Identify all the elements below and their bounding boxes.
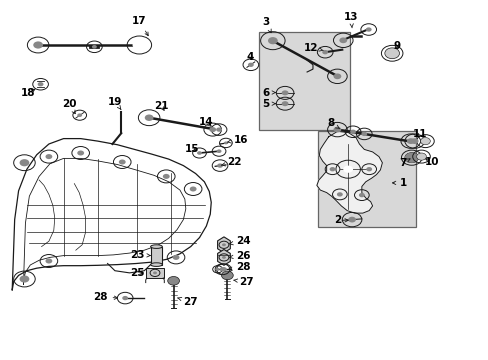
Circle shape [222, 256, 225, 259]
Circle shape [45, 258, 52, 264]
Circle shape [217, 163, 223, 168]
Circle shape [333, 73, 341, 79]
Text: 11: 11 [412, 129, 427, 139]
Circle shape [336, 192, 342, 197]
Text: 23: 23 [129, 250, 150, 260]
Bar [317, 131, 415, 227]
Circle shape [92, 45, 97, 49]
Circle shape [20, 159, 29, 166]
Text: 18: 18 [21, 88, 36, 98]
Bar [259, 32, 349, 130]
Ellipse shape [150, 263, 162, 266]
Circle shape [347, 217, 355, 222]
Circle shape [343, 166, 352, 173]
Circle shape [365, 27, 371, 32]
Circle shape [163, 174, 169, 179]
Text: 13: 13 [343, 12, 358, 28]
Circle shape [384, 48, 399, 59]
Circle shape [416, 153, 426, 160]
Circle shape [406, 138, 414, 144]
Text: 20: 20 [62, 99, 77, 114]
Text: 4: 4 [246, 51, 254, 62]
Circle shape [20, 275, 29, 283]
Circle shape [215, 268, 219, 271]
Circle shape [221, 267, 226, 271]
Circle shape [387, 50, 396, 57]
Circle shape [77, 150, 84, 156]
Text: 6: 6 [262, 87, 275, 98]
Text: 25: 25 [129, 268, 144, 278]
Polygon shape [217, 249, 230, 265]
Text: 28: 28 [93, 292, 117, 302]
Text: 5: 5 [262, 99, 275, 109]
Circle shape [189, 186, 196, 192]
Circle shape [33, 41, 43, 49]
Circle shape [144, 114, 153, 121]
Text: 9: 9 [393, 41, 400, 51]
Circle shape [224, 141, 227, 144]
Polygon shape [217, 237, 230, 253]
Circle shape [281, 101, 288, 106]
Circle shape [209, 127, 216, 132]
Text: 26: 26 [229, 251, 250, 261]
Circle shape [410, 138, 418, 144]
Circle shape [216, 127, 222, 132]
Text: 10: 10 [424, 157, 438, 167]
Text: 2: 2 [333, 215, 347, 225]
Text: 14: 14 [199, 117, 213, 127]
Circle shape [339, 37, 346, 43]
Circle shape [404, 153, 418, 163]
Circle shape [153, 271, 157, 274]
Text: 16: 16 [227, 135, 248, 145]
Bar [150, 247, 162, 265]
Text: 15: 15 [184, 144, 199, 154]
Circle shape [333, 127, 341, 132]
Circle shape [38, 82, 43, 86]
Polygon shape [316, 131, 382, 213]
Text: 7: 7 [399, 158, 409, 168]
Circle shape [197, 151, 202, 155]
Circle shape [132, 40, 146, 50]
Text: 3: 3 [262, 17, 271, 33]
Circle shape [134, 41, 144, 49]
Circle shape [45, 154, 52, 159]
Circle shape [358, 193, 364, 197]
Bar [145, 268, 164, 278]
Circle shape [172, 255, 179, 260]
Text: 17: 17 [132, 16, 148, 36]
Text: 28: 28 [228, 262, 250, 272]
Circle shape [216, 149, 221, 153]
Text: 22: 22 [221, 157, 242, 167]
Circle shape [167, 276, 179, 285]
Circle shape [281, 90, 288, 95]
Text: 8: 8 [327, 118, 339, 129]
Circle shape [221, 271, 233, 280]
Circle shape [119, 159, 125, 165]
Circle shape [417, 154, 424, 159]
Circle shape [322, 50, 327, 54]
Circle shape [247, 63, 253, 67]
Circle shape [361, 132, 366, 136]
Circle shape [77, 113, 82, 117]
Circle shape [267, 37, 277, 44]
Text: 24: 24 [229, 236, 250, 246]
Text: 21: 21 [154, 101, 168, 111]
Circle shape [404, 153, 418, 163]
Circle shape [122, 296, 128, 300]
Circle shape [421, 139, 428, 144]
Text: 1: 1 [392, 178, 407, 188]
Text: 19: 19 [107, 96, 122, 109]
Circle shape [222, 243, 225, 246]
Ellipse shape [150, 245, 162, 248]
Circle shape [366, 167, 371, 171]
Circle shape [329, 167, 335, 171]
Circle shape [420, 138, 429, 145]
Circle shape [219, 267, 225, 271]
Circle shape [349, 130, 355, 134]
Text: 27: 27 [233, 277, 254, 287]
Text: 27: 27 [178, 297, 198, 307]
Text: 12: 12 [303, 42, 323, 53]
